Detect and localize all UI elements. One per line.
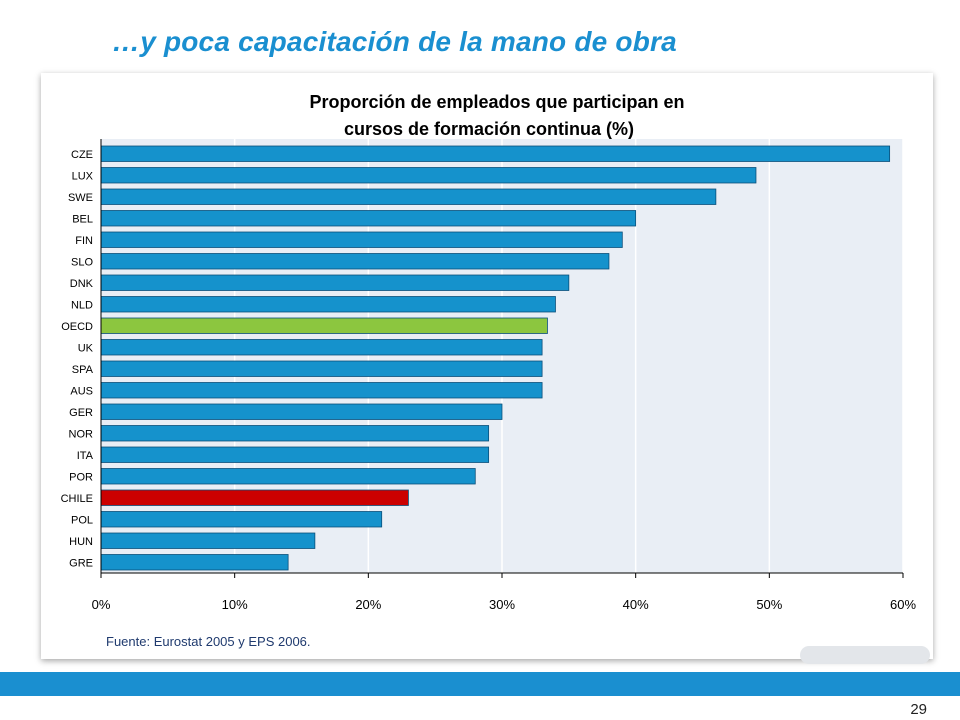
bar-nor: [100, 425, 490, 442]
x-tick-label: 40%: [623, 597, 649, 612]
bar-ita: [100, 446, 490, 463]
chart-title-line-2: cursos de formación continua (%): [344, 119, 634, 139]
category-label-ger: GER: [69, 407, 93, 419]
x-tick-label: 10%: [222, 597, 248, 612]
x-tick-label: 30%: [489, 597, 515, 612]
category-label-spa: SPA: [72, 364, 94, 376]
bar-oecd: [100, 317, 548, 334]
x-tick-label: 60%: [890, 597, 916, 612]
x-tick-label: 0%: [92, 597, 111, 612]
bar-por: [100, 468, 476, 485]
footer-bar: [0, 672, 960, 696]
page-number: 29: [910, 701, 927, 718]
bar-aus: [100, 382, 543, 399]
chart-source-note: Fuente: Eurostat 2005 y EPS 2006.: [106, 634, 311, 649]
bar-chile: [100, 489, 409, 506]
bar-swe: [100, 188, 717, 205]
bar-gre: [100, 554, 289, 571]
category-label-oecd: OECD: [61, 321, 93, 333]
bar-cze: [100, 145, 891, 162]
bar-bel: [100, 210, 637, 227]
bar-pol: [100, 511, 383, 528]
bar-ger: [100, 403, 503, 420]
category-label-nor: NOR: [69, 428, 94, 440]
chart-title-line-1: Proporción de empleados que participan e…: [309, 92, 684, 112]
category-label-chile: CHILE: [61, 493, 93, 505]
category-label-hun: HUN: [69, 536, 93, 548]
category-label-aus: AUS: [70, 385, 93, 397]
category-label-dnk: DNK: [70, 278, 94, 290]
bar-uk: [100, 339, 543, 356]
bar-spa: [100, 360, 543, 377]
category-label-uk: UK: [78, 342, 94, 354]
bar-slo: [100, 253, 610, 270]
bar-chart: Proporción de empleados que participan e…: [61, 92, 917, 649]
category-label-gre: GRE: [69, 557, 93, 569]
category-label-swe: SWE: [68, 192, 93, 204]
category-label-ita: ITA: [77, 450, 94, 462]
slide-title: …y poca capacitación de la mano de obra: [112, 26, 677, 57]
chart-panel: Proporción de empleados que participan e…: [41, 73, 933, 659]
category-label-pol: POL: [71, 514, 93, 526]
category-label-lux: LUX: [72, 170, 94, 182]
bar-fin: [100, 231, 623, 248]
category-label-por: POR: [69, 471, 93, 483]
logo-watermark: [800, 646, 930, 664]
x-tick-label: 20%: [355, 597, 381, 612]
category-label-bel: BEL: [72, 213, 93, 225]
x-tick-label: 50%: [756, 597, 782, 612]
category-label-nld: NLD: [71, 299, 93, 311]
bar-nld: [100, 296, 556, 313]
bar-hun: [100, 532, 316, 549]
category-label-slo: SLO: [71, 256, 93, 268]
category-label-cze: CZE: [71, 149, 93, 161]
bar-lux: [100, 167, 757, 184]
bar-dnk: [100, 274, 570, 291]
category-label-fin: FIN: [75, 235, 93, 247]
